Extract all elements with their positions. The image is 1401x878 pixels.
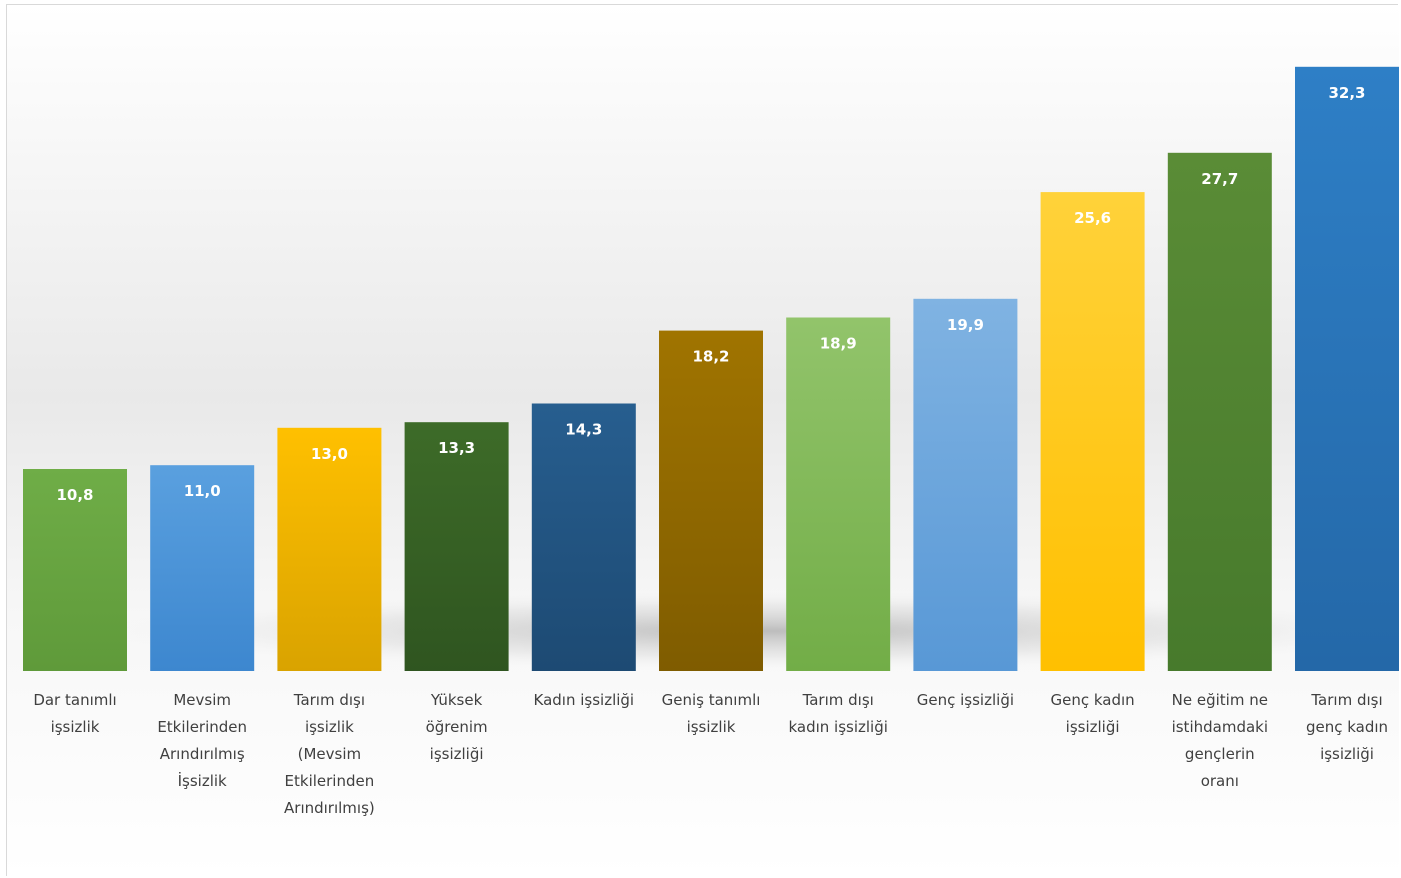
category-labels: Dar tanımlı işsizlik Mevsim Etkilerinden Arı… [33,691,1388,817]
category-label-line: Etkilerinden [157,718,247,736]
bar-value-label-9: 25,6 [1074,209,1111,227]
category-label-1: Dar tanımlı işsizlik [33,691,116,736]
category-label-10: Ne eğitim ne istihdamdaki gençlerin oranı [1172,691,1268,790]
bar-value-label-3: 13,0 [311,445,348,463]
category-label-line: oranı [1201,772,1239,790]
category-label-11: Tarım dışı genç kadın işsizliği [1306,691,1388,763]
category-label-line: Dar tanımlı [33,691,116,709]
bar-value-label-2: 11,0 [184,482,221,500]
category-label-line: (Mevsim [298,745,362,763]
category-label-line: işsizlik [687,718,736,736]
bar-1 [23,469,127,671]
category-label-line: Etkilerinden [285,772,375,790]
bar-8 [913,298,1018,671]
bar-5 [531,403,636,671]
category-label-2: Mevsim Etkilerinden Arındırılmış İşsizlik [157,691,247,790]
category-label-line: Tarım dışı [802,691,874,709]
category-label-line: Mevsim [173,691,231,709]
category-label-line: genç kadın [1306,718,1388,736]
bar-10 [1167,152,1272,672]
bar-7 [786,317,891,671]
category-label-line: Geniş tanımlı [662,691,761,709]
bar-value-label-4: 13,3 [438,439,475,457]
bar-value-label-7: 18,9 [820,335,857,353]
category-label-line: Tarım dışı [293,691,365,709]
category-label-3: Tarım dışı işsizlik (Mevsim Etkilerinden Arı… [284,691,375,817]
bar-value-label-11: 32,3 [1328,84,1365,102]
category-label-6: Geniş tanımlı işsizlik [662,691,761,736]
bar-value-label-6: 18,2 [692,348,729,366]
category-label-line: Tarım dışı [1310,691,1382,709]
category-label-line: Kadın işsizliği [534,691,635,709]
bar-4 [404,422,509,671]
category-label-line: işsizliği [430,745,484,763]
bar-value-label-8: 19,9 [947,316,984,334]
bar-chart: 10,8 11,0 13,0 13,3 14,3 18,2 18,9 19,9 25,6 27,7… [7,5,1399,877]
category-label-line: Genç işsizliği [917,691,1014,709]
bar-value-label-5: 14,3 [565,421,602,439]
category-label-line: Ne eğitim ne [1172,691,1268,709]
category-label-line: işsizlik [305,718,354,736]
category-label-line: Yüksek [430,691,483,709]
category-label-9: Genç kadın işsizliği [1051,691,1135,736]
category-label-line: kadın işsizliği [788,718,887,736]
bar-3 [277,427,382,671]
category-label-line: Genç kadın [1051,691,1135,709]
category-label-line: gençlerin [1185,745,1255,763]
category-label-line: İşsizlik [178,771,227,790]
bar-11 [1295,66,1399,672]
bar-value-label-1: 10,8 [56,486,93,504]
category-label-line: Arındırılmış [160,745,245,763]
category-label-line: istihdamdaki [1172,718,1268,736]
chart-frame: 10,8 11,0 13,0 13,3 14,3 18,2 18,9 19,9 25,6 27,7… [6,4,1399,877]
category-label-7: Tarım dışı kadın işsizliği [788,691,887,736]
category-label-line: işsizlik [51,718,100,736]
bar-6 [659,330,763,671]
category-label-line: Arındırılmış) [284,799,375,817]
bar-9 [1040,192,1145,671]
bars: 10,8 11,0 13,0 13,3 14,3 18,2 18,9 19,9 25,6 27,7… [23,66,1399,672]
category-label-8: Genç işsizliği [917,691,1014,709]
category-label-line: öğrenim [426,718,488,736]
category-label-4: Yüksek öğrenim işsizliği [426,691,488,763]
bar-2 [150,465,255,671]
category-label-line: işsizliği [1066,718,1120,736]
category-label-5: Kadın işsizliği [534,691,635,709]
category-label-line: işsizliği [1320,745,1374,763]
bar-value-label-10: 27,7 [1201,170,1238,188]
